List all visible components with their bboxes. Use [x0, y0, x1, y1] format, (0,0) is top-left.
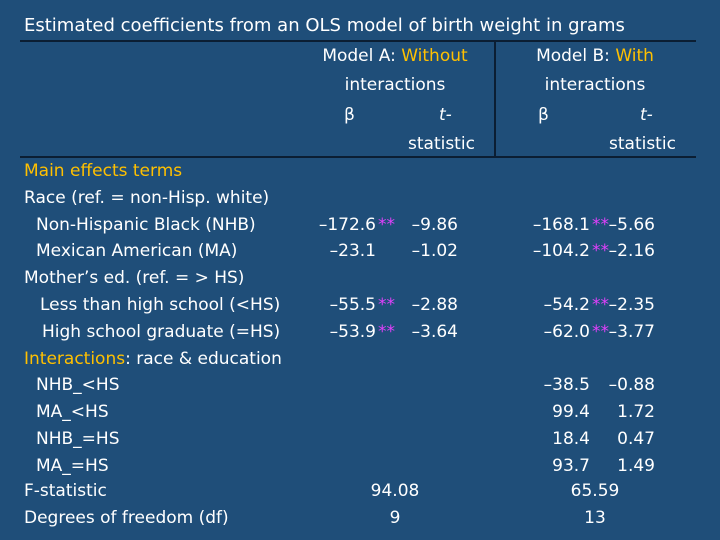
- model-b-beta: 18.4: [552, 429, 590, 449]
- model-b-beta: 93.7: [552, 455, 590, 476]
- model-a-significance-stars: **: [378, 295, 395, 315]
- model-a-suffix: interactions: [344, 75, 446, 95]
- row-label: Less than high school (<HS): [40, 295, 281, 315]
- row-label: NHB_<HS: [36, 375, 120, 396]
- df-model-b: 13: [584, 508, 606, 528]
- model-a-t-value: –1.02: [411, 241, 458, 262]
- model-b-significance-stars: **: [592, 241, 609, 262]
- model-b-header: Model B: With: [495, 43, 695, 69]
- row-label: Mother’s ed. (ref. = > HS): [24, 268, 245, 289]
- row-label: Non-Hispanic Black (NHB): [36, 214, 256, 235]
- model-b-beta: –54.2: [543, 295, 590, 315]
- f-statistic-model-a: 94.08: [370, 481, 420, 501]
- model-a-t-header: t-: [439, 105, 452, 125]
- model-b-t-header: t-: [640, 105, 653, 125]
- model-b-t-value: 1.49: [617, 455, 655, 476]
- model-a-t-statistic: statistic: [408, 134, 475, 154]
- model-b-t-value: –5.66: [608, 214, 655, 235]
- model-b-t-value: –2.16: [608, 241, 655, 262]
- model-a-beta-header: β: [344, 105, 355, 125]
- model-b-beta: –168.1: [532, 214, 590, 235]
- row-label: Race (ref. = non-Hisp. white): [24, 187, 270, 208]
- row-label: Main effects terms: [24, 161, 183, 181]
- model-a-t-value: –9.86: [411, 214, 458, 235]
- model-b-prefix: Model B:: [536, 46, 616, 66]
- column-divider-header: [494, 40, 496, 158]
- model-b-significance-stars: **: [592, 214, 609, 235]
- row-label: MA_=HS: [36, 455, 109, 476]
- model-b-highlight: With: [615, 46, 654, 66]
- row-label: Interactions: race & education: [24, 346, 282, 372]
- model-b-t-statistic: statistic: [609, 134, 676, 154]
- model-b-t-value: 1.72: [617, 402, 655, 423]
- model-a-beta: –23.1: [329, 241, 376, 262]
- model-a-highlight: Without: [401, 46, 468, 66]
- model-b-significance-stars: **: [592, 321, 609, 342]
- model-a-t-value: –2.88: [411, 295, 458, 315]
- model-b-beta: –38.5: [543, 375, 590, 396]
- top-rule: [20, 40, 696, 42]
- row-label: High school graduate (=HS): [42, 321, 281, 342]
- model-a-significance-stars: **: [378, 321, 395, 342]
- df-model-a: 9: [389, 508, 401, 528]
- model-b-beta: –62.0: [543, 321, 590, 342]
- model-b-t-value: –0.88: [608, 375, 655, 396]
- model-b-t-value: –2.35: [608, 295, 655, 315]
- model-b-t-value: 0.47: [617, 429, 655, 449]
- model-a-beta: –53.9: [329, 321, 376, 342]
- model-b-t-value: –3.77: [608, 321, 655, 342]
- model-b-beta-header: β: [538, 105, 549, 125]
- model-a-beta: –172.6: [318, 214, 376, 235]
- model-a-beta: –55.5: [329, 295, 376, 315]
- model-b-beta: –104.2: [532, 241, 590, 262]
- model-b-significance-stars: **: [592, 295, 609, 315]
- row-label: MA_<HS: [36, 402, 109, 423]
- model-a-prefix: Model A:: [322, 46, 402, 66]
- model-a-t-value: –3.64: [411, 321, 458, 342]
- header-rule: [20, 156, 696, 158]
- f-statistic-model-b: 65.59: [570, 481, 620, 501]
- model-b-suffix: interactions: [544, 75, 646, 95]
- row-label: NHB_=HS: [36, 429, 120, 449]
- row-label-rest: : race & education: [125, 348, 282, 369]
- model-b-beta: 99.4: [552, 402, 590, 423]
- df-label: Degrees of freedom (df): [24, 508, 229, 528]
- row-label-highlight: Interactions: [24, 348, 126, 369]
- model-a-header: Model A: Without: [295, 43, 495, 69]
- model-a-significance-stars: **: [378, 214, 395, 235]
- row-label: Mexican American (MA): [36, 241, 238, 262]
- table-title: Estimated coefficients from an OLS model…: [24, 15, 625, 36]
- f-statistic-label: F-statistic: [24, 481, 107, 501]
